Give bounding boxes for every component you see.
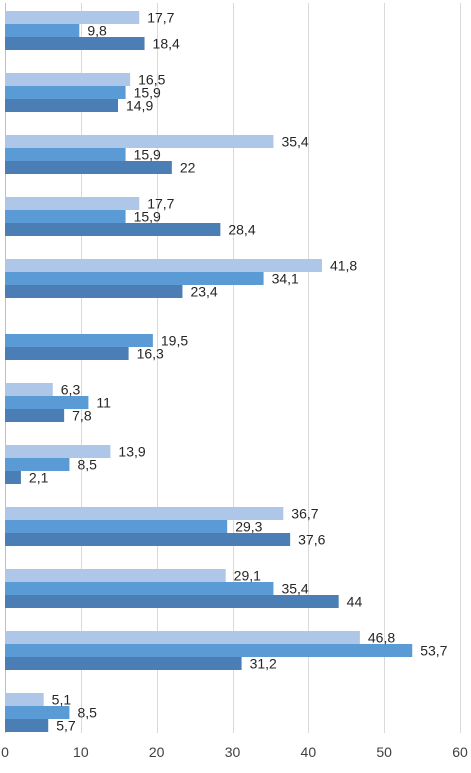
data-label: 15,9 [134,147,161,163]
data-label: 35,4 [281,134,308,150]
x-tick-label: 0 [1,744,9,760]
data-label: 11 [96,395,111,411]
bar [5,631,360,644]
bar [5,135,274,148]
bar [5,334,153,347]
data-label: 41,8 [330,258,357,274]
data-label: 16,5 [138,72,165,88]
data-label: 16,3 [137,346,164,362]
data-label: 29,1 [234,568,261,584]
data-label: 28,4 [228,222,255,238]
bar [5,595,339,608]
data-label: 17,7 [147,196,174,212]
bar [5,471,21,484]
bar [5,507,284,520]
data-label: 36,7 [291,506,318,522]
x-tick-label: 10 [73,744,89,760]
bar [5,210,126,223]
data-label: 29,3 [235,519,262,535]
bar [5,533,291,546]
bar [5,657,242,670]
bar [5,458,70,471]
data-label: 22 [180,160,196,176]
data-label: 8,5 [77,705,97,721]
data-label: 23,4 [190,284,217,300]
data-label: 37,6 [298,532,325,548]
bar [5,409,65,422]
bar [5,582,274,595]
bar [5,37,145,50]
bar [5,161,172,174]
data-label: 18,4 [153,36,180,52]
x-tick-label: 30 [225,744,241,760]
bar [5,148,126,161]
bar [5,383,53,396]
data-label: 53,7 [420,643,447,659]
bar [5,693,44,706]
bar [5,285,183,298]
data-label: 13,9 [118,444,145,460]
bar [5,73,131,86]
x-axis-ticks: 0 10 20 30 40 50 60 [1,744,468,760]
bars [5,11,413,732]
data-label: 17,7 [147,10,174,26]
x-tick-label: 50 [376,744,392,760]
bar [5,197,140,210]
data-label: 15,9 [134,85,161,101]
data-label: 9,8 [87,23,107,39]
data-label: 31,2 [250,656,277,672]
x-tick-label: 40 [301,744,317,760]
data-label: 34,1 [272,271,299,287]
data-label: 35,4 [281,581,308,597]
bar [5,347,129,360]
gridlines [5,3,461,733]
bar [5,24,80,37]
data-label: 19,5 [161,333,188,349]
bar [5,99,118,112]
x-tick-label: 20 [149,744,165,760]
bar [5,644,413,657]
data-label: 14,9 [126,98,153,114]
data-label: 8,5 [77,457,97,473]
bar [5,86,126,99]
bar [5,223,221,236]
data-label: 15,9 [134,209,161,225]
data-label: 44 [347,594,363,610]
data-label: 2,1 [29,470,49,486]
bar [5,272,264,285]
bar [5,706,70,719]
data-label: 46,8 [368,630,395,646]
bar [5,520,228,533]
x-tick-label: 60 [452,744,468,760]
bar [5,396,89,409]
bar [5,719,49,732]
data-label: 7,8 [72,408,92,424]
data-label: 5,7 [56,718,76,734]
bar [5,445,111,458]
bar [5,569,226,582]
data-labels: 17,7 16,5 35,4 17,7 41,8 6,3 13,9 36,7 29,1 46,8 5… [29,10,448,734]
bar [5,11,140,24]
data-label: 5,1 [52,692,72,708]
bar [5,259,322,272]
data-label: 6,3 [61,382,81,398]
